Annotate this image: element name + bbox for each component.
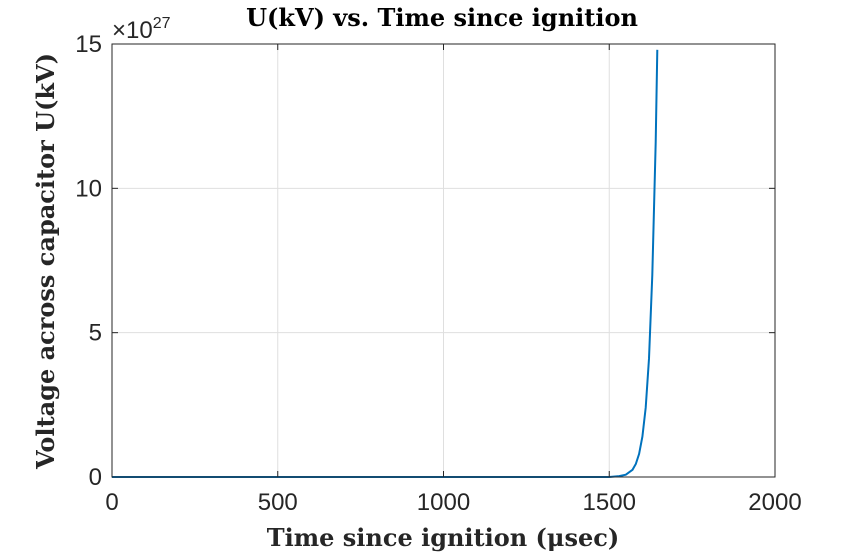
x-tick-label: 1500 bbox=[583, 489, 636, 516]
y-axis-label: Voltage across capacitor U(kV) bbox=[31, 53, 60, 470]
y-exponent-label: ×1027 bbox=[112, 15, 171, 44]
x-tick-label: 2000 bbox=[748, 489, 801, 516]
x-tick-label: 1000 bbox=[417, 489, 470, 516]
x-tick-label: 0 bbox=[105, 489, 118, 516]
y-tick-labels: 0 5 10 15 bbox=[75, 31, 102, 491]
y-tick-label: 0 bbox=[89, 464, 102, 491]
y-tick-label: 15 bbox=[75, 31, 102, 58]
x-tick-label: 500 bbox=[258, 489, 298, 516]
x-tick-labels: 0 500 1000 1500 2000 bbox=[105, 489, 801, 516]
y-tick-label: 5 bbox=[89, 320, 102, 347]
x-axis-label: Time since ignition (μsec) bbox=[267, 523, 619, 552]
chart-title: U(kV) vs. Time since ignition bbox=[246, 3, 638, 32]
y-tick-label: 10 bbox=[75, 175, 102, 202]
y-exponent-power: 27 bbox=[153, 15, 171, 32]
tick-marks bbox=[111, 43, 776, 478]
